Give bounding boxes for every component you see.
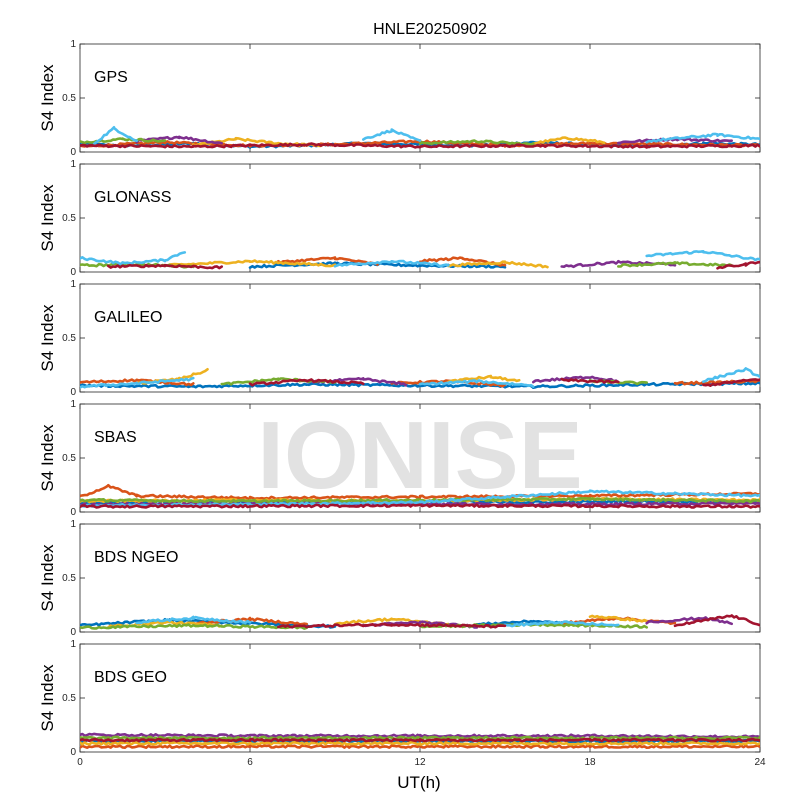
series-trace-3-0 [135, 135, 223, 145]
series-trace-3-1 [645, 616, 733, 626]
panel-data [80, 250, 760, 270]
panel-label: GALILEO [94, 309, 162, 326]
series-trace-6-0 [107, 263, 223, 270]
y-axis-label: S4 Index [38, 424, 57, 492]
series-trace-5-0 [135, 615, 252, 625]
panel-4: 0 0.5 1 BDS NGEO S4 Index [38, 519, 761, 638]
panel-0: 0 0.5 1 GPS S4 Index [38, 39, 761, 158]
series-trace-1-0 [80, 483, 760, 501]
y-tick-label: 0 [70, 387, 76, 398]
series-trace-4-0 [80, 497, 760, 504]
panel-data [80, 614, 760, 630]
y-tick-label: 0.5 [62, 213, 76, 224]
panel-data [80, 732, 760, 749]
series-trace-5-0 [80, 376, 195, 389]
panel-label: GLONASS [94, 189, 171, 206]
panel-label: SBAS [94, 429, 137, 446]
y-tick-label: 0.5 [62, 333, 76, 344]
series-trace-6-1 [716, 260, 760, 270]
series-trace-2-2 [588, 614, 648, 623]
y-tick-label: 0 [70, 147, 76, 158]
x-tick-label: 18 [584, 757, 596, 768]
y-tick-label: 1 [70, 39, 76, 50]
series-trace-3-0 [80, 732, 760, 739]
series-trace-6-2 [702, 378, 760, 387]
y-tick-label: 0.5 [62, 93, 76, 104]
panel-label: BDS NGEO [94, 549, 178, 566]
panel-5: 0 0.5 1 0 6 12 18 24 BDS GEO S4 Index [38, 639, 766, 768]
panel-2: 0 0.5 1 GALILEO S4 Index [38, 279, 761, 398]
panel-label: GPS [94, 69, 128, 86]
series-trace-5-1 [362, 128, 422, 142]
series-trace-1-0 [80, 744, 760, 749]
series-trace-6-0 [248, 378, 365, 387]
series-trace-5-1 [503, 620, 620, 628]
x-tick-label: 0 [77, 757, 83, 768]
series-trace-4-0 [80, 623, 308, 630]
series-trace-2-1 [532, 136, 606, 145]
panel-label: BDS GEO [94, 669, 167, 686]
series-trace-5-1 [333, 259, 450, 268]
x-tick-label: 24 [754, 757, 766, 768]
series-trace-5-0 [80, 251, 187, 266]
panel-3: 0 0.5 1 SBAS S4 Index [38, 399, 761, 518]
panel-frame [79, 523, 761, 633]
series-trace-6-0 [80, 503, 760, 509]
y-axis-label: S4 Index [38, 304, 57, 372]
series-trace-6-0 [80, 142, 760, 149]
y-axis-label: S4 Index [38, 664, 57, 732]
series-trace-2-1 [447, 374, 521, 384]
y-tick-label: 0 [70, 267, 76, 278]
series-trace-2-1 [447, 260, 549, 269]
y-tick-label: 0.5 [62, 573, 76, 584]
y-tick-label: 0 [70, 747, 76, 758]
series-trace-5-1 [418, 379, 535, 388]
series-trace-1-0 [192, 616, 308, 626]
series-trace-4-1 [418, 139, 535, 147]
panels-container: 0 0.5 1 GPS S4 Index 0 0.5 1 GLONASS S4 Index 0 0.5… [38, 39, 766, 768]
series-trace-0-0 [80, 617, 337, 629]
series-trace-5-0 [80, 737, 760, 743]
series-trace-6-1 [560, 377, 620, 384]
series-trace-5-2 [702, 367, 760, 383]
figure-title: HNLE20250902 [373, 21, 487, 38]
y-tick-label: 0.5 [62, 453, 76, 464]
series-trace-2-0 [80, 741, 760, 746]
y-tick-label: 1 [70, 159, 76, 170]
y-axis-label: S4 Index [38, 184, 57, 252]
panel-data [80, 126, 760, 149]
series-trace-5-2 [645, 250, 760, 262]
y-axis-label: S4 Index [38, 544, 57, 612]
y-tick-label: 0 [70, 507, 76, 518]
y-tick-label: 1 [70, 279, 76, 290]
x-tick-label: 6 [247, 757, 253, 768]
series-trace-6-0 [277, 622, 507, 629]
y-tick-label: 1 [70, 639, 76, 650]
series-trace-2-0 [163, 259, 337, 268]
panel-frame [79, 163, 761, 273]
watermark: IONISE [257, 402, 582, 509]
panel-frame [79, 43, 761, 153]
panel-frame [79, 283, 761, 393]
x-axis-label: UT(h) [397, 773, 440, 792]
series-trace-4-1 [617, 261, 733, 268]
series-trace-1-0 [80, 378, 195, 387]
y-tick-label: 0.5 [62, 693, 76, 704]
series-trace-6-1 [673, 614, 760, 628]
panel-1: 0 0.5 1 GLONASS S4 Index [38, 159, 761, 278]
series-trace-5-0 [92, 126, 138, 146]
x-tick-label: 12 [414, 757, 426, 768]
series-trace-1-0 [277, 256, 379, 266]
series-trace-5-2 [645, 132, 760, 144]
panel-data [80, 483, 760, 509]
y-axis-label: S4 Index [38, 64, 57, 132]
y-tick-label: 1 [70, 399, 76, 410]
y-tick-label: 1 [70, 519, 76, 530]
y-tick-label: 0 [70, 627, 76, 638]
panel-data [80, 367, 760, 389]
